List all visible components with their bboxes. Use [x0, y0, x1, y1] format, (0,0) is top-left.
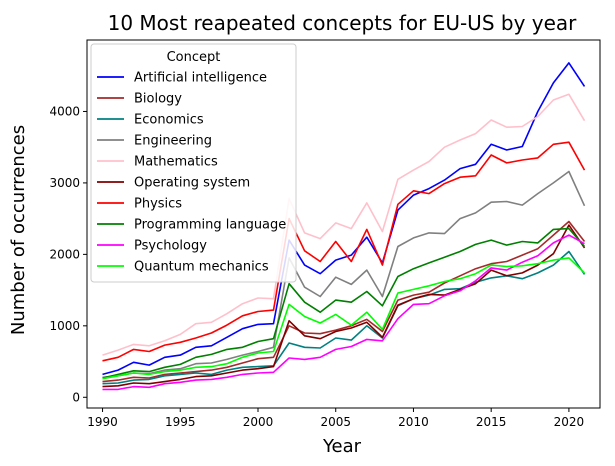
x-tick-label: 2020	[554, 415, 585, 429]
series-line-6	[102, 141, 586, 362]
series-line-7	[102, 227, 586, 379]
series-line-3	[102, 170, 586, 379]
series-line-9	[102, 257, 586, 380]
y-tick-label: 0	[72, 390, 80, 404]
x-tick-label: 1995	[165, 415, 196, 429]
series-line-8	[102, 234, 585, 391]
legend-label: Programming language	[134, 218, 286, 233]
plot-frame	[86, 39, 601, 409]
legend-label: Biology	[134, 92, 182, 107]
series-line-2	[102, 250, 586, 385]
x-tick-label: 2005	[320, 415, 351, 429]
series-line-0	[102, 62, 586, 376]
legend-items: Artificial intelligence Biology Economics E…	[97, 71, 286, 275]
legend-label: Operating system	[134, 176, 250, 191]
series-line-5	[102, 224, 586, 388]
legend-label: Physics	[134, 197, 182, 212]
y-tick-label: 1000	[49, 319, 80, 333]
legend-label: Psychology	[134, 239, 207, 254]
series-line-1	[102, 220, 586, 383]
y-tick-label: 2000	[49, 247, 80, 261]
y-tick-label: 3000	[49, 176, 80, 190]
y-axis-label: Number of occurrences	[8, 125, 29, 335]
series-line-4	[102, 93, 586, 356]
x-tick-label: 2015	[476, 415, 507, 429]
plot-area	[102, 62, 586, 391]
chart-title: 10 Most reapeated concepts for EU-US by …	[108, 11, 578, 35]
legend-label: Artificial intelligence	[134, 71, 267, 86]
legend-label: Quantum mechanics	[134, 260, 269, 275]
y-tick-label: 4000	[49, 104, 80, 118]
legend-box	[90, 43, 297, 283]
y-axis: 0 1000 2000 3000 4000	[49, 104, 87, 404]
legend-label: Economics	[134, 113, 204, 128]
legend: Concept Artificial intelligence Biology Ec…	[90, 43, 297, 283]
x-tick-label: 2000	[243, 415, 274, 429]
x-tick-label: 2010	[398, 415, 429, 429]
legend-label: Mathematics	[134, 155, 218, 170]
x-axis: 1990 1995 2000 2005 2010 2015 2020	[87, 408, 584, 429]
x-tick-label: 1990	[87, 415, 118, 429]
legend-title: Concept	[167, 50, 221, 65]
x-axis-label: Year	[322, 436, 362, 457]
legend-label: Engineering	[134, 134, 212, 149]
